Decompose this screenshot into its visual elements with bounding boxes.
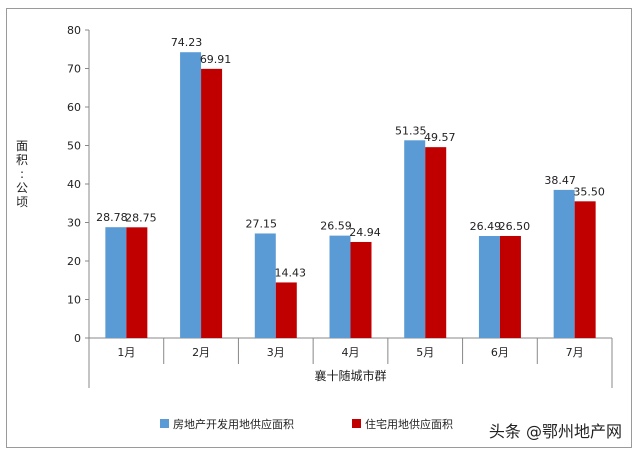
data-label: 27.15	[246, 217, 278, 230]
x-tick-label: 2月	[192, 346, 210, 359]
bar-residential-land	[500, 236, 521, 338]
data-label: 28.78	[96, 211, 128, 224]
data-label: 28.75	[125, 211, 157, 224]
x-tick-label: 4月	[342, 346, 360, 359]
data-label: 51.35	[395, 124, 427, 137]
x-tick-label: 7月	[566, 346, 584, 359]
data-label: 24.94	[349, 226, 381, 239]
x-tick-label: 1月	[117, 346, 135, 359]
data-label: 49.57	[424, 131, 456, 144]
y-tick-label: 50	[67, 140, 81, 153]
y-tick-label: 10	[67, 294, 81, 307]
legend-swatch	[352, 419, 361, 428]
legend-swatch	[160, 419, 169, 428]
data-label: 74.23	[171, 36, 203, 49]
bar-dev-land	[479, 236, 500, 338]
bar-dev-land	[404, 140, 425, 338]
bar-dev-land	[105, 227, 126, 338]
watermark: 头条 @鄂州地产网	[489, 418, 622, 442]
data-label: 26.50	[499, 220, 531, 233]
x-group-label: 襄十随城市群	[314, 368, 386, 383]
data-label: 14.43	[275, 266, 307, 279]
y-tick-label: 0	[74, 332, 81, 345]
bar-residential-land	[201, 69, 222, 338]
data-label: 69.91	[200, 53, 232, 66]
bar-residential-land	[126, 227, 147, 338]
bar-dev-land	[554, 190, 575, 338]
y-tick-label: 40	[67, 178, 81, 191]
y-axis-label-char: :	[20, 167, 24, 181]
data-label: 26.49	[470, 220, 502, 233]
y-axis-label-char: 顷	[16, 195, 28, 209]
y-axis-label-char: 积	[16, 153, 28, 167]
y-tick-label: 30	[67, 217, 81, 230]
legend-label: 房地产开发用地供应面积	[173, 417, 294, 431]
bar-dev-land	[330, 236, 351, 338]
y-axis-label-char: 公	[16, 181, 28, 195]
y-tick-label: 70	[67, 63, 81, 76]
x-tick-label: 6月	[491, 346, 509, 359]
bar-residential-land	[276, 282, 297, 338]
bar-residential-land	[351, 242, 372, 338]
y-tick-label: 60	[67, 101, 81, 114]
bar-residential-land	[425, 147, 446, 338]
y-tick-label: 20	[67, 255, 81, 268]
bar-residential-land	[575, 201, 596, 338]
y-tick-label: 80	[67, 24, 81, 37]
data-label: 26.59	[320, 220, 352, 233]
bar-dev-land	[255, 233, 276, 338]
data-label: 38.47	[544, 174, 576, 187]
x-tick-label: 3月	[267, 346, 285, 359]
y-axis-label-char: 面	[16, 139, 28, 153]
bar-dev-land	[180, 52, 201, 338]
data-label: 35.50	[573, 185, 605, 198]
legend-label: 住宅用地供应面积	[365, 417, 453, 431]
x-tick-label: 5月	[416, 346, 434, 359]
